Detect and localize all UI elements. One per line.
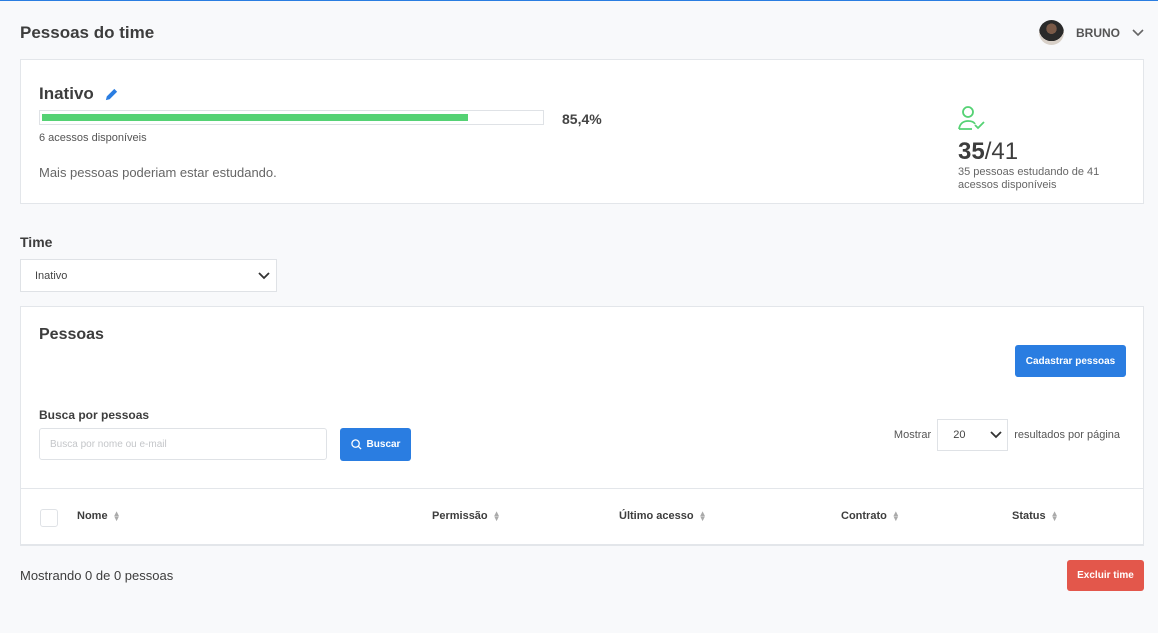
search-button[interactable]: Buscar [340,428,411,461]
select-all-checkbox[interactable] [40,509,58,527]
time-selected: Inativo [35,269,68,282]
user-menu[interactable]: BRUNO [1039,20,1144,45]
page-size-value: 20 [953,429,966,441]
column-nome[interactable]: Nome ▲ ▼ [77,509,121,523]
sort-icon: ▲ ▼ [698,509,707,523]
stat-description: 35 pessoas estudando de 41 acessos dispo… [958,166,1100,191]
sort-icon: ▲ ▼ [891,509,900,523]
team-message: Mais pessoas poderiam estar estudando. [39,165,277,180]
user-check-icon [958,106,985,130]
studying-count: 35 [958,138,985,165]
column-contrato[interactable]: Contrato ▲ ▼ [841,509,900,523]
page-title: Pessoas do time [20,23,155,42]
showing-count: Mostrando 0 de 0 pessoas [20,568,174,583]
chevron-down-icon [1132,28,1144,36]
avatar [1039,20,1064,45]
delete-team-button[interactable]: Excluir time [1067,560,1144,591]
register-people-button[interactable]: Cadastrar pessoas [1015,345,1126,377]
progress-fill [42,114,469,121]
table-header: Nome ▲ ▼ Permissão ▲ ▼ Último acesso ▲ ▼ Contr… [21,488,1143,545]
page-size-select[interactable]: 20 [937,419,1009,451]
search-icon [350,439,362,450]
team-summary-card: Inativo 85,4% 6 acessos disponíveis Mais… [20,59,1144,204]
per-page-label: resultados por página [1014,429,1120,441]
sort-icon: ▲ ▼ [1050,509,1059,523]
search-button-label: Buscar [366,439,401,450]
column-status[interactable]: Status ▲ ▼ [1012,509,1059,523]
edit-icon[interactable] [104,87,119,102]
user-name: BRUNO [1076,25,1120,40]
column-permissao[interactable]: Permissão ▲ ▼ [432,509,501,523]
time-label: Time [20,234,53,250]
search-label: Busca por pessoas [39,408,150,422]
people-card: Pessoas Cadastrar pessoas Busca por pess… [20,306,1144,546]
studying-stat: 35/41 35 pessoas estudando de 41 acessos… [958,105,1128,192]
sort-icon: ▲ ▼ [112,509,121,523]
column-ultimo-acesso[interactable]: Último acesso ▲ ▼ [619,509,707,523]
chevron-down-icon [258,271,270,279]
progress-bar [39,110,544,125]
progress-percent: 85,4% [562,111,602,127]
available-accesses: 6 acessos disponíveis [39,132,147,144]
people-title: Pessoas [39,326,104,343]
total-count: /41 [984,138,1019,165]
chevron-down-icon [990,431,1002,439]
sort-icon: ▲ ▼ [492,509,501,523]
team-name: Inativo [39,84,94,103]
show-label: Mostrar [893,429,932,441]
time-select[interactable]: Inativo [20,259,277,292]
search-input[interactable]: Busca por nome ou e-mail [39,428,327,460]
